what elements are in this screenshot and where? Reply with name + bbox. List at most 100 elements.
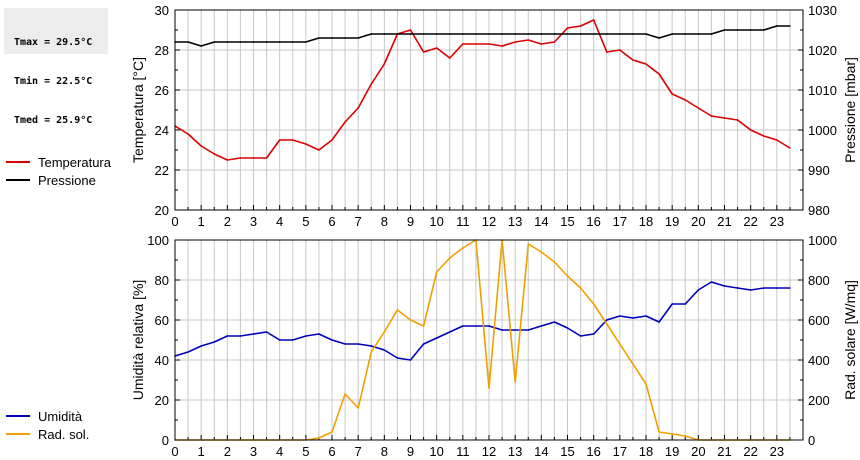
data-point: [252, 333, 255, 335]
data-point: [331, 431, 333, 433]
data-point: [383, 349, 386, 351]
data-point: [331, 37, 333, 39]
x-tick-label: 7: [355, 444, 362, 459]
x-tick-label: 2: [224, 444, 231, 459]
data-point: [292, 339, 294, 341]
data-point: [318, 333, 320, 335]
data-point: [409, 319, 412, 321]
tmed-stat: Tmed = 25.9°C: [14, 115, 93, 126]
data-point: [553, 261, 556, 263]
x-tick-label: 2: [224, 214, 231, 229]
data-point: [213, 41, 216, 43]
data-point: [200, 45, 202, 47]
x-tick-label: 15: [560, 214, 574, 229]
data-point: [370, 351, 373, 353]
y2-tick-label: 600: [808, 313, 830, 328]
x-tick-label: 18: [639, 444, 653, 459]
data-point: [749, 29, 752, 31]
data-point: [514, 329, 516, 331]
x-tick-label: 0: [171, 214, 178, 229]
data-point: [449, 257, 451, 259]
data-point: [265, 157, 268, 159]
y-axis-label: Umidità relativa [%]: [130, 280, 146, 401]
data-point: [658, 431, 660, 433]
data-point: [488, 33, 490, 35]
y2-tick-label: 800: [808, 273, 830, 288]
data-point: [553, 321, 556, 323]
y-axis-label: Temperatura [°C]: [130, 57, 146, 163]
data-point: [776, 25, 778, 27]
x-tick-label: 19: [665, 214, 679, 229]
data-point: [213, 341, 216, 343]
y2-tick-label: 1010: [808, 83, 837, 98]
x-tick-label: 9: [407, 444, 414, 459]
data-point: [357, 407, 360, 409]
data-point: [278, 139, 281, 141]
data-point: [697, 107, 700, 109]
data-point: [449, 331, 451, 333]
data-point: [749, 129, 752, 131]
data-point: [357, 107, 360, 109]
data-point: [187, 41, 189, 43]
data-point: [540, 43, 543, 45]
x-tick-label: 20: [691, 444, 705, 459]
x-tick-label: 11: [456, 214, 470, 229]
data-point: [239, 41, 242, 43]
data-point: [409, 29, 412, 31]
data-point: [226, 335, 229, 337]
x-tick-label: 4: [276, 214, 283, 229]
x-tick-label: 10: [429, 214, 443, 229]
x-tick-label: 17: [613, 444, 627, 459]
data-point: [200, 345, 202, 347]
data-point: [789, 147, 791, 149]
x-tick-label: 5: [302, 214, 309, 229]
data-point: [723, 117, 726, 119]
tmax-stat: Tmax = 29.5°C: [14, 37, 93, 48]
data-point: [527, 33, 530, 35]
x-tick-label: 0: [171, 444, 178, 459]
x-tick-label: 3: [250, 444, 257, 459]
y-tick-label: 30: [155, 3, 169, 18]
data-point: [488, 325, 490, 327]
data-point: [514, 41, 516, 43]
data-point: [749, 289, 752, 291]
data-point: [488, 43, 490, 45]
x-tick-label: 12: [482, 444, 496, 459]
x-tick-label: 6: [328, 214, 335, 229]
y-tick-label: 20: [155, 203, 169, 218]
series-line-1: [175, 281, 790, 361]
y2-tick-label: 400: [808, 353, 830, 368]
y-tick-label: 28: [155, 43, 169, 58]
data-point: [619, 315, 621, 317]
data-point: [370, 33, 373, 35]
series-line-2: [175, 239, 790, 441]
data-point: [239, 335, 242, 337]
y-tick-label: 0: [162, 433, 169, 448]
data-point: [357, 343, 360, 345]
data-point: [671, 303, 673, 305]
data-point: [187, 133, 189, 135]
data-point: [671, 33, 673, 35]
data-point: [789, 287, 791, 289]
data-point: [435, 47, 438, 49]
y-tick-label: 22: [155, 163, 169, 178]
data-point: [671, 93, 673, 95]
data-point: [684, 435, 687, 437]
plot-frame: [174, 9, 804, 211]
data-point: [697, 289, 700, 291]
y-tick-label: 60: [155, 313, 169, 328]
x-tick-label: 19: [665, 444, 679, 459]
data-point: [226, 159, 229, 161]
data-point: [579, 287, 582, 289]
data-point: [422, 51, 425, 53]
x-tick-label: 4: [276, 444, 283, 459]
data-point: [475, 43, 477, 45]
data-point: [592, 33, 595, 35]
data-point: [619, 33, 621, 35]
data-point: [632, 33, 634, 35]
x-tick-label: 18: [639, 214, 653, 229]
data-point: [553, 33, 556, 35]
data-point: [527, 39, 530, 41]
data-point: [501, 45, 503, 47]
